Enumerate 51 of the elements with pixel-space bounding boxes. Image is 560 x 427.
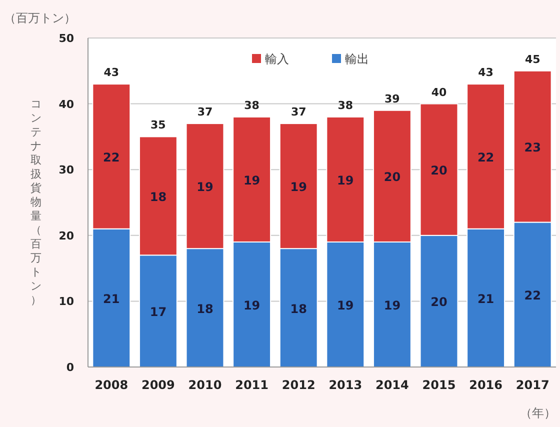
data-label: 19 xyxy=(337,173,354,188)
total-label: 39 xyxy=(384,92,400,106)
total-label: 40 xyxy=(431,86,447,99)
data-label: 19 xyxy=(196,180,214,194)
x-tick-label: 2015 xyxy=(422,378,456,392)
x-tick-label: 2013 xyxy=(328,378,362,392)
data-label: 19 xyxy=(337,298,354,312)
total-label: 37 xyxy=(197,106,213,119)
x-tick-label: 2016 xyxy=(469,378,503,392)
text: コンテナ取扱貨物量（百万トン） xyxy=(30,98,42,306)
data-label: 19 xyxy=(243,173,260,188)
y-tick-label: 50 xyxy=(58,32,74,45)
x-tick-label: 2012 xyxy=(282,378,316,392)
data-label: 23 xyxy=(524,140,541,155)
x-tick-label: 2017 xyxy=(516,378,550,392)
y-tick-label: 20 xyxy=(58,229,74,242)
x-tick-label: 2008 xyxy=(94,378,128,392)
x-tick-label: 2014 xyxy=(375,378,409,392)
data-label: 22 xyxy=(477,150,494,164)
total-label: 43 xyxy=(104,66,120,80)
data-label: 19 xyxy=(290,180,307,194)
x-tick-label: 2009 xyxy=(141,378,175,392)
data-label: 18 xyxy=(196,302,214,316)
legend-label: 輸入 xyxy=(265,52,289,66)
y-tick-label: 0 xyxy=(66,361,74,374)
data-label: 20 xyxy=(430,295,448,310)
total-label: 45 xyxy=(524,52,540,66)
total-label: 38 xyxy=(338,98,354,112)
total-label: 37 xyxy=(290,106,306,119)
data-label: 19 xyxy=(384,298,401,312)
data-label: 18 xyxy=(290,302,307,316)
x-tick-label: 2011 xyxy=(235,378,269,392)
legend-label: 輸出 xyxy=(345,52,369,66)
total-label: 38 xyxy=(244,98,260,112)
text: （年） xyxy=(520,406,556,420)
x-tick-label: 2010 xyxy=(188,378,222,392)
y-tick-label: 10 xyxy=(58,295,74,308)
data-label: 22 xyxy=(524,288,541,303)
total-label: 35 xyxy=(150,118,166,132)
total-label: 43 xyxy=(478,66,494,80)
y-tick-label: 30 xyxy=(58,164,74,177)
data-label: 20 xyxy=(384,170,401,184)
data-label: 21 xyxy=(477,292,494,306)
text: （百万トン） xyxy=(4,11,76,25)
data-label: 17 xyxy=(150,305,167,320)
data-label: 19 xyxy=(243,298,260,312)
data-label: 22 xyxy=(103,150,120,164)
data-label: 20 xyxy=(430,164,448,178)
data-label: 18 xyxy=(150,190,167,204)
y-tick-label: 40 xyxy=(58,98,74,111)
data-label: 21 xyxy=(103,292,120,306)
